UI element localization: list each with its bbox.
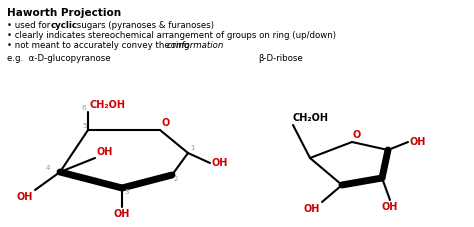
Text: CH₂OH: CH₂OH bbox=[90, 100, 126, 110]
Text: O: O bbox=[353, 130, 361, 140]
Text: 3: 3 bbox=[124, 189, 128, 195]
Text: OH: OH bbox=[382, 202, 398, 212]
Text: OH: OH bbox=[17, 192, 33, 202]
Text: 4: 4 bbox=[46, 165, 50, 171]
Text: • used for: • used for bbox=[7, 21, 53, 30]
Text: conformation: conformation bbox=[167, 41, 224, 50]
Text: OH: OH bbox=[114, 209, 130, 219]
Text: β-D-ribose: β-D-ribose bbox=[258, 54, 303, 63]
Text: Haworth Projection: Haworth Projection bbox=[7, 8, 121, 18]
Text: 2: 2 bbox=[174, 176, 178, 182]
Text: OH: OH bbox=[212, 158, 228, 168]
Text: e.g.  α-D-glucopyranose: e.g. α-D-glucopyranose bbox=[7, 54, 110, 63]
Text: 6: 6 bbox=[82, 105, 86, 111]
Text: cyclic: cyclic bbox=[51, 21, 78, 30]
Text: OH: OH bbox=[97, 147, 113, 157]
Text: OH: OH bbox=[304, 204, 320, 214]
Text: OH: OH bbox=[410, 137, 427, 147]
Text: O: O bbox=[162, 118, 170, 128]
Text: • clearly indicates stereochemical arrangement of groups on ring (up/down): • clearly indicates stereochemical arran… bbox=[7, 31, 336, 40]
Text: 1: 1 bbox=[190, 145, 194, 151]
Text: sugars (pyranoses & furanoses): sugars (pyranoses & furanoses) bbox=[74, 21, 214, 30]
Text: 5: 5 bbox=[82, 123, 87, 129]
Text: • not meant to accurately convey the ring: • not meant to accurately convey the rin… bbox=[7, 41, 192, 50]
Text: CH₂OH: CH₂OH bbox=[293, 113, 329, 123]
